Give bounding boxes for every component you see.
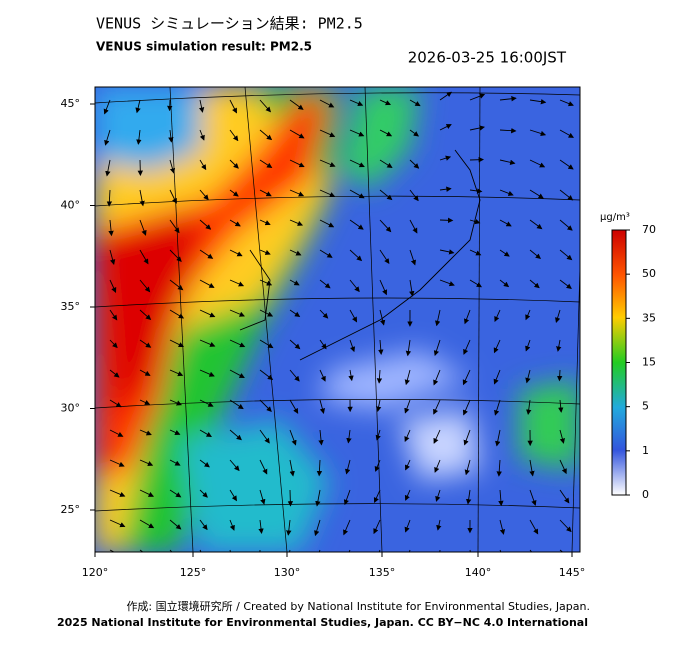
pm25-field [95,87,580,552]
colorbar-label: 0 [642,488,649,501]
license: 2025 National Institute for Environmenta… [57,616,588,629]
colorbar-label: 35 [642,311,656,324]
colorbar-label: 1 [642,444,649,457]
lon-label: 140° [465,566,492,579]
lat-label: 35° [61,300,81,313]
wind-arrow [559,370,560,380]
credit: 作成: 国立環境研究所 / Created by National Instit… [126,599,590,613]
lon-label: 135° [369,566,396,579]
colorbar-ticks: 70 50 35 15 5 1 0 [626,223,656,501]
colorbar-unit: μg/m³ [600,212,630,223]
lon-axis: 120° 125° 130° 135° 140° 145° [82,552,586,579]
lat-label: 25° [61,503,81,516]
lon-label: 125° [180,566,207,579]
colorbar-label: 5 [642,400,649,413]
title-en: VENUS simulation result: PM2.5 [96,40,312,54]
lat-label: 45° [61,97,81,110]
lon-label: 120° [82,566,109,579]
colorbar [612,230,626,495]
lon-label: 145° [559,566,586,579]
title-ja: VENUS シミュレーション結果: PM2.5 [96,15,363,33]
lon-label: 130° [274,566,301,579]
colorbar-label: 50 [642,267,656,280]
wind-arrow [440,220,452,221]
lat-label: 40° [61,199,81,212]
colorbar-label: 15 [642,356,656,369]
colorbar-label: 70 [642,223,656,236]
lat-label: 30° [61,402,81,415]
datetime: 2026-03-25 16:00JST [408,49,567,67]
lat-axis: 45° 40° 35° 30° 25° [61,97,96,516]
